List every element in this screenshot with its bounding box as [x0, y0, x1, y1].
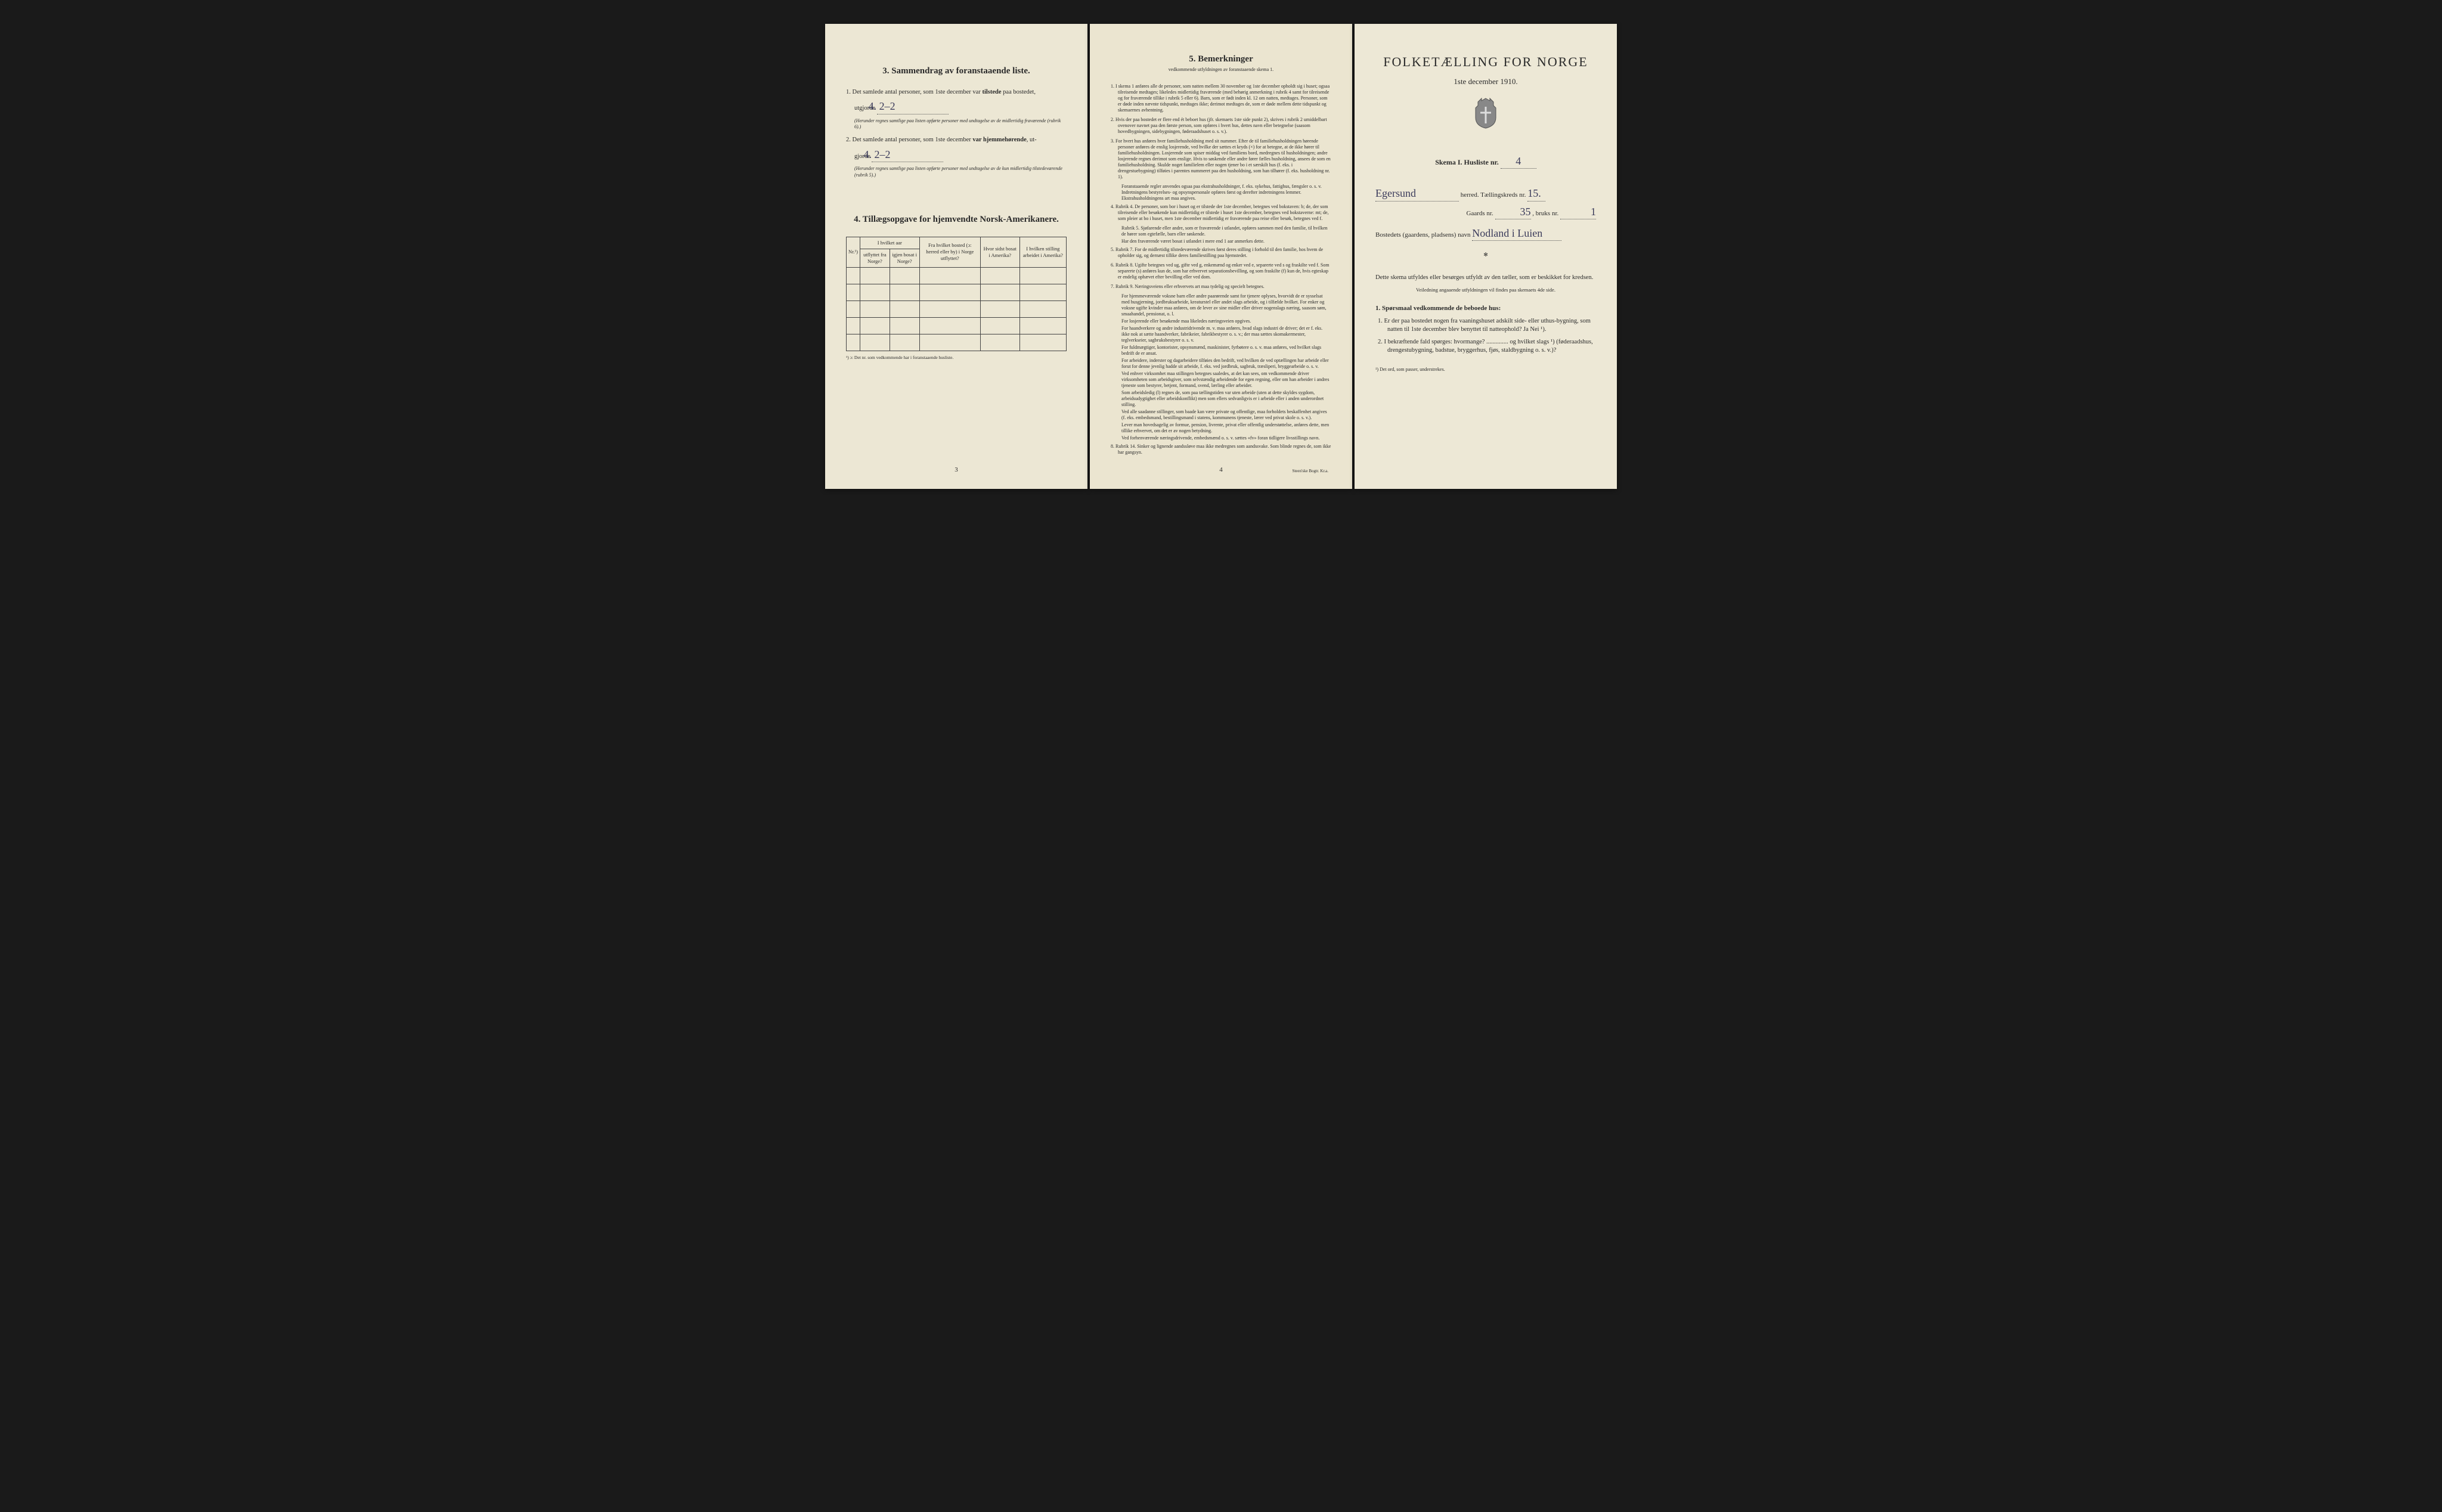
page-number-4: 4	[1219, 466, 1223, 474]
gjorde-2: gjorde 4. 2–2	[863, 148, 1067, 162]
center-note: Veiledning angaaende utfyldningen vil fi…	[1375, 287, 1596, 293]
kreds-nr: 15.	[1527, 187, 1545, 201]
remark-8: 8. Rubrik 14. Sinker og lignende aandssl…	[1118, 444, 1331, 456]
th-bosted: Fra hvilket bosted (ɔ: herred eller by) …	[919, 237, 980, 267]
remarks-list: 1. I skema 1 anføres alle de personer, s…	[1111, 83, 1331, 456]
question-1: 1. Er der paa bostedet nogen fra vaaning…	[1387, 317, 1596, 333]
page-3: 3. Sammendrag av foranstaaende liste. 1.…	[825, 24, 1087, 489]
value-1: 4. 2–2	[877, 100, 949, 114]
page-4: 5. Bemerkninger vedkommende utfyldningen…	[1090, 24, 1352, 489]
table-row	[847, 267, 1067, 284]
th-stilling: I hvilken stilling arbeidet i Amerika?	[1019, 237, 1066, 267]
note-2: (Herunder regnes samtlige paa listen opf…	[854, 166, 1067, 178]
section-5-title: 5. Bemerkninger	[1111, 54, 1331, 66]
th-utflyttet: utflyttet fra Norge?	[860, 249, 890, 267]
bruks-nr: 1	[1560, 205, 1596, 219]
question-2: 2. I bekræftende fald spørges: hvormange…	[1387, 338, 1596, 354]
page-1: FOLKETÆLLING FOR NORGE 1ste december 191…	[1355, 24, 1617, 489]
bosted-label: Bostedets (gaardens, pladsens) navn	[1375, 231, 1470, 238]
remark-7g: Som arbeidsledig (l) regnes de, som paa …	[1121, 390, 1331, 408]
bosted-line: Bostedets (gaardens, pladsens) navn Nodl…	[1375, 227, 1596, 241]
instruction: Dette skema utfyldes eller besørges utfy…	[1375, 274, 1596, 282]
remark-3a: Foranstaaende regler anvendes ogsaa paa …	[1121, 184, 1331, 202]
subtitle: 1ste december 1910.	[1375, 77, 1596, 87]
gaards-label: Gaards nr.	[1467, 210, 1493, 217]
remark-4a: Rubrik 5. Sjøfarende eller andre, som er…	[1121, 225, 1331, 237]
th-nr: Nr.¹)	[847, 237, 860, 267]
remark-6: 6. Rubrik 8. Ugifte betegnes ved ug, gif…	[1118, 262, 1331, 280]
item-1-prefix: 1. Det samlede antal personer, som 1ste …	[846, 89, 982, 95]
main-title: FOLKETÆLLING FOR NORGE	[1375, 54, 1596, 71]
skema-line: Skema I. Husliste nr. 4	[1375, 154, 1596, 169]
herred-value: Egersund	[1375, 187, 1459, 201]
remark-7: 7. Rubrik 9. Næringsveiens eller erhverv…	[1118, 284, 1331, 290]
tilleg-table: Nr.¹) I hvilket aar Fra hvilket bosted (…	[846, 237, 1067, 351]
herred-label: herred. Tællingskreds nr.	[1461, 191, 1526, 199]
item-2-prefix: 2. Det samlede antal personer, som 1ste …	[846, 137, 972, 143]
remark-7c: For haandverkere og andre industridriven…	[1121, 326, 1331, 343]
table-row	[847, 300, 1067, 317]
remark-5: 5. Rubrik 7. For de midlertidig tilstede…	[1118, 247, 1331, 259]
remark-1: 1. I skema 1 anføres alle de personer, s…	[1118, 83, 1331, 113]
divider-icon: ✻	[1375, 252, 1596, 259]
th-sidst: Hvor sidst bosat i Amerika?	[980, 237, 1019, 267]
remark-7j: Ved forhenværende næringsdrivende, embed…	[1121, 435, 1331, 441]
remark-7d: For fuldmægtiger, kontorister, opsynsmæn…	[1121, 345, 1331, 357]
remark-7i: Lever man hovedsagelig av formue, pensio…	[1121, 422, 1331, 434]
value-2: 4. 2–2	[872, 148, 943, 162]
item-2-bold: var hjemmehørende	[972, 137, 1026, 143]
footnote-1: ¹) Det ord, som passer, understrekes.	[1375, 367, 1596, 373]
item-2: 2. Det samlede antal personer, som 1ste …	[854, 136, 1067, 144]
remark-3: 3. For hvert hus anføres hver familiehus…	[1118, 138, 1331, 180]
page-number-3: 3	[955, 466, 958, 474]
table-footnote: ¹) ɔ: Det nr. som vedkommende har i fora…	[846, 355, 1067, 361]
herred-line: Egersund herred. Tællingskreds nr. 15.	[1375, 187, 1596, 201]
skema-label: Skema I. Husliste nr.	[1435, 158, 1499, 166]
gaards-nr: 35	[1495, 205, 1531, 219]
question-header: 1. Spørsmaal vedkommende de beboede hus:	[1375, 304, 1596, 312]
section-5-sub: vedkommende utfyldningen av foranstaaend…	[1111, 67, 1331, 73]
remark-7b: For losjerende eller besøkende maa likel…	[1121, 318, 1331, 324]
item-1-bold: tilstede	[982, 89, 1001, 95]
husliste-nr: 4	[1501, 154, 1536, 169]
section-4-title: 4. Tillægsopgave for hjemvendte Norsk-Am…	[846, 214, 1067, 226]
remark-2: 2. Hvis der paa bostedet er flere end ét…	[1118, 117, 1331, 135]
bosted-value: Nodland i Luien	[1472, 227, 1561, 241]
printer-mark: Steen'ske Bogtr. Kr.a.	[1292, 469, 1328, 474]
note-1: (Herunder regnes samtlige paa listen opf…	[854, 118, 1067, 131]
th-aar: I hvilket aar	[860, 237, 920, 249]
remark-4: 4. Rubrik 4. De personer, som bor i huse…	[1118, 204, 1331, 222]
bruks-label: , bruks nr.	[1532, 210, 1558, 217]
remark-7e: For arbeidere, inderster og dagarbeidere…	[1121, 358, 1331, 370]
item-1: 1. Det samlede antal personer, som 1ste …	[854, 88, 1067, 97]
table-row	[847, 334, 1067, 351]
th-igjen: igjen bosat i Norge?	[890, 249, 919, 267]
remark-7f: Ved enhver virksomhet maa stillingen bet…	[1121, 371, 1331, 389]
remark-7h: Ved alle saadanne stillinger, som baade …	[1121, 409, 1331, 421]
document-pages: 3. Sammendrag av foranstaaende liste. 1.…	[825, 24, 1617, 489]
table-row	[847, 317, 1067, 334]
item-2-suffix: , ut-	[1027, 137, 1037, 143]
remark-7a: For hjemmeværende voksne barn eller andr…	[1121, 293, 1331, 317]
utgjorde-1: utgjorde 4. 2–2	[863, 100, 1067, 114]
coat-of-arms-icon	[1375, 97, 1596, 137]
remark-4b: Har den fraværende været bosat i utlande…	[1121, 238, 1331, 244]
table-row	[847, 284, 1067, 300]
item-1-suffix: paa bostedet,	[1002, 89, 1036, 95]
gaards-line: Gaards nr. 35 , bruks nr. 1	[1375, 205, 1596, 219]
section-3-title: 3. Sammendrag av foranstaaende liste.	[846, 66, 1067, 78]
